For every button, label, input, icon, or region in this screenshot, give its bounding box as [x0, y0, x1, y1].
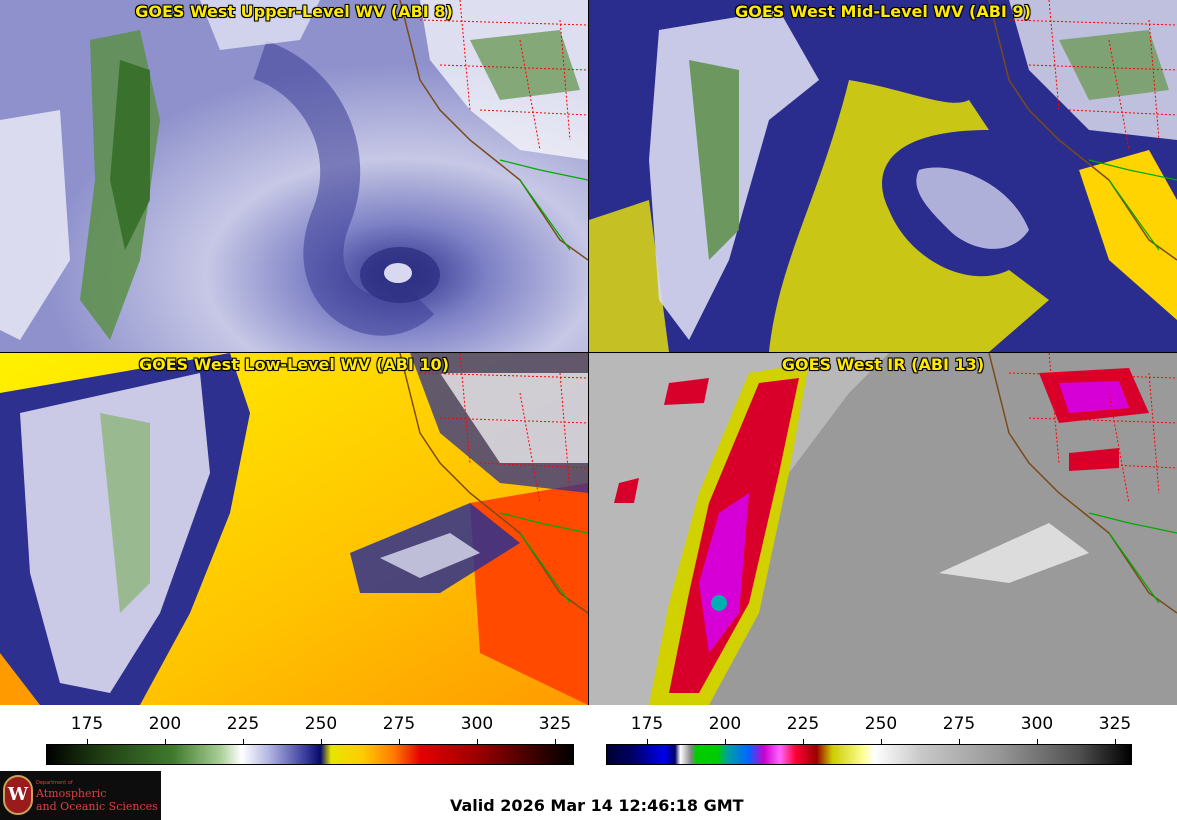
tick-mark: [803, 739, 804, 745]
panel-title: GOES West Low-Level WV (ABI 10): [138, 355, 449, 374]
tick-label: 275: [942, 714, 976, 734]
tick-mark: [647, 739, 648, 745]
water-vapor-colorbar: [46, 744, 574, 765]
tick-label: 300: [1020, 714, 1054, 734]
tick-mark: [959, 739, 960, 745]
uw-seal-icon: W: [3, 775, 33, 815]
panel-ir: GOES West IR (ABI 13): [589, 353, 1177, 705]
ir-image: [589, 353, 1177, 705]
tick-label: 300: [460, 714, 494, 734]
mid-level-wv-image: [589, 0, 1177, 352]
tick-label: 225: [226, 714, 260, 734]
logo-line-1: Atmospheric: [36, 787, 107, 800]
panel-title: GOES West Mid-Level WV (ABI 9): [735, 2, 1031, 21]
tick-label: 200: [708, 714, 742, 734]
tick-mark: [165, 739, 166, 745]
tick-label: 250: [304, 714, 338, 734]
infrared-colorbar: [606, 744, 1132, 765]
tick-mark: [477, 739, 478, 745]
tick-mark: [1037, 739, 1038, 745]
logo-dept-text: Department of: [36, 780, 73, 786]
tick-mark: [321, 739, 322, 745]
tick-mark: [243, 739, 244, 745]
tick-label: 275: [382, 714, 416, 734]
panel-divider-horizontal: [0, 352, 1177, 353]
panel-mid-level-wv: GOES West Mid-Level WV (ABI 9): [589, 0, 1177, 352]
panel-title: GOES West IR (ABI 13): [781, 355, 985, 374]
valid-time: Valid 2026 Mar 14 12:46:18 GMT: [450, 796, 744, 815]
tick-mark: [1115, 739, 1116, 745]
tick-label: 225: [786, 714, 820, 734]
tick-mark: [881, 739, 882, 745]
tick-mark: [399, 739, 400, 745]
tick-mark: [87, 739, 88, 745]
panel-upper-level-wv: GOES West Upper-Level WV (ABI 8): [0, 0, 588, 352]
low-level-wv-image: [0, 353, 588, 705]
tick-mark: [555, 739, 556, 745]
tick-label: 175: [70, 714, 104, 734]
tick-label: 325: [1098, 714, 1132, 734]
tick-label: 250: [864, 714, 898, 734]
panel-low-level-wv: GOES West Low-Level WV (ABI 10): [0, 353, 588, 705]
aos-logo: W Department of Atmospheric and Oceanic …: [0, 771, 161, 820]
logo-line-2: and Oceanic Sciences: [36, 800, 158, 813]
tick-label: 200: [148, 714, 182, 734]
tick-label: 325: [538, 714, 572, 734]
upper-level-wv-image: [0, 0, 588, 352]
tick-mark: [725, 739, 726, 745]
tick-label: 175: [630, 714, 664, 734]
panel-title: GOES West Upper-Level WV (ABI 8): [135, 2, 453, 21]
